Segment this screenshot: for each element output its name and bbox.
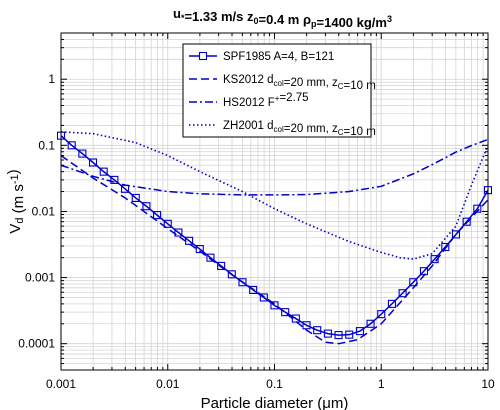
legend-label: SPF1985 A=4, B=121 xyxy=(223,51,334,63)
y-axis-tick-labels: 0.0001 0.001 0.01 0.1 1 xyxy=(18,72,55,350)
data-point-marker xyxy=(88,158,98,167)
data-point-marker xyxy=(345,330,354,339)
y-axis-label: Vd (m s-1) xyxy=(5,169,27,233)
series-line xyxy=(60,131,489,260)
data-point-marker xyxy=(163,219,172,228)
y-tick-label: 0.0001 xyxy=(18,337,55,351)
series-ks2012 xyxy=(60,154,489,345)
axis-ticks xyxy=(60,32,488,371)
data-point-marker xyxy=(78,149,87,158)
data-point-marker xyxy=(174,228,183,237)
data-point-marker xyxy=(451,230,461,239)
data-point-marker xyxy=(131,193,140,203)
data-point-marker xyxy=(334,331,343,340)
data-point-marker xyxy=(323,329,332,338)
legend-item-zh2001: ZH2001 dcol=20 mm, zC=10 m xyxy=(189,120,376,138)
data-point-marker xyxy=(462,217,471,226)
data-point-marker xyxy=(355,327,364,336)
data-point-marker xyxy=(110,175,119,184)
data-point-marker xyxy=(387,299,396,308)
legend-box xyxy=(182,43,372,138)
data-point-marker xyxy=(238,278,247,287)
data-point-marker xyxy=(153,211,162,220)
y-tick-label: 0.001 xyxy=(25,271,55,285)
x-axis-tick-labels: 0.001 0.01 0.1 1 10 xyxy=(46,377,495,391)
x-tick-label: 0.01 xyxy=(156,377,180,391)
data-point-marker xyxy=(227,270,236,279)
data-point-marker xyxy=(217,261,226,270)
data-point-marker xyxy=(441,242,450,252)
data-point-marker xyxy=(142,202,151,211)
data-point-marker xyxy=(366,319,375,328)
legend-item-ks2012: KS2012 dcol=20 mm, zC=10 m xyxy=(189,74,376,92)
legend-item-hs2012: HS2012 F+=2.75 xyxy=(189,92,309,109)
series-zh2001 xyxy=(60,131,489,260)
data-point-marker xyxy=(249,285,258,294)
legend-label: KS2012 dcol=20 mm, zC=10 m xyxy=(223,74,376,92)
series-group xyxy=(56,131,493,345)
data-point-marker xyxy=(302,321,311,330)
data-point-marker xyxy=(281,308,290,317)
y-tick-label: 0.1 xyxy=(38,138,55,152)
data-point-marker xyxy=(377,310,386,319)
legend-label: HS2012 F+=2.75 xyxy=(223,92,309,109)
x-tick-label: 1 xyxy=(378,377,385,391)
series-line xyxy=(60,138,489,196)
chart-title: u*=1.33 m/s z0=0.4 m ρp=1400 kg/m3 xyxy=(173,6,392,30)
data-point-marker xyxy=(67,141,76,150)
legend-marker xyxy=(198,51,208,61)
data-point-marker xyxy=(409,278,418,287)
data-point-marker xyxy=(259,293,268,302)
x-tick-label: 0.1 xyxy=(266,377,283,391)
data-point-marker xyxy=(313,326,322,335)
x-axis-label: Particle diameter (μm) xyxy=(201,395,349,410)
series-line xyxy=(60,154,489,345)
data-point-marker xyxy=(398,289,407,298)
series-hs2012 xyxy=(60,138,489,196)
data-point-marker xyxy=(99,167,108,176)
y-tick-label: 1 xyxy=(48,72,55,86)
data-point-marker xyxy=(270,301,279,310)
legend-item-spf1985: SPF1985 A=4, B=121 xyxy=(189,51,334,63)
data-point-marker xyxy=(206,253,215,262)
legend: SPF1985 A=4, B=121 KS2012 dcol=20 mm, zC=… xyxy=(182,43,376,138)
legend-label: ZH2001 dcol=20 mm, zC=10 m xyxy=(223,120,376,138)
x-tick-label: 10 xyxy=(481,377,495,391)
x-tick-label: 0.001 xyxy=(46,377,76,391)
data-point-marker xyxy=(195,244,204,254)
y-tick-label: 0.01 xyxy=(32,204,56,218)
